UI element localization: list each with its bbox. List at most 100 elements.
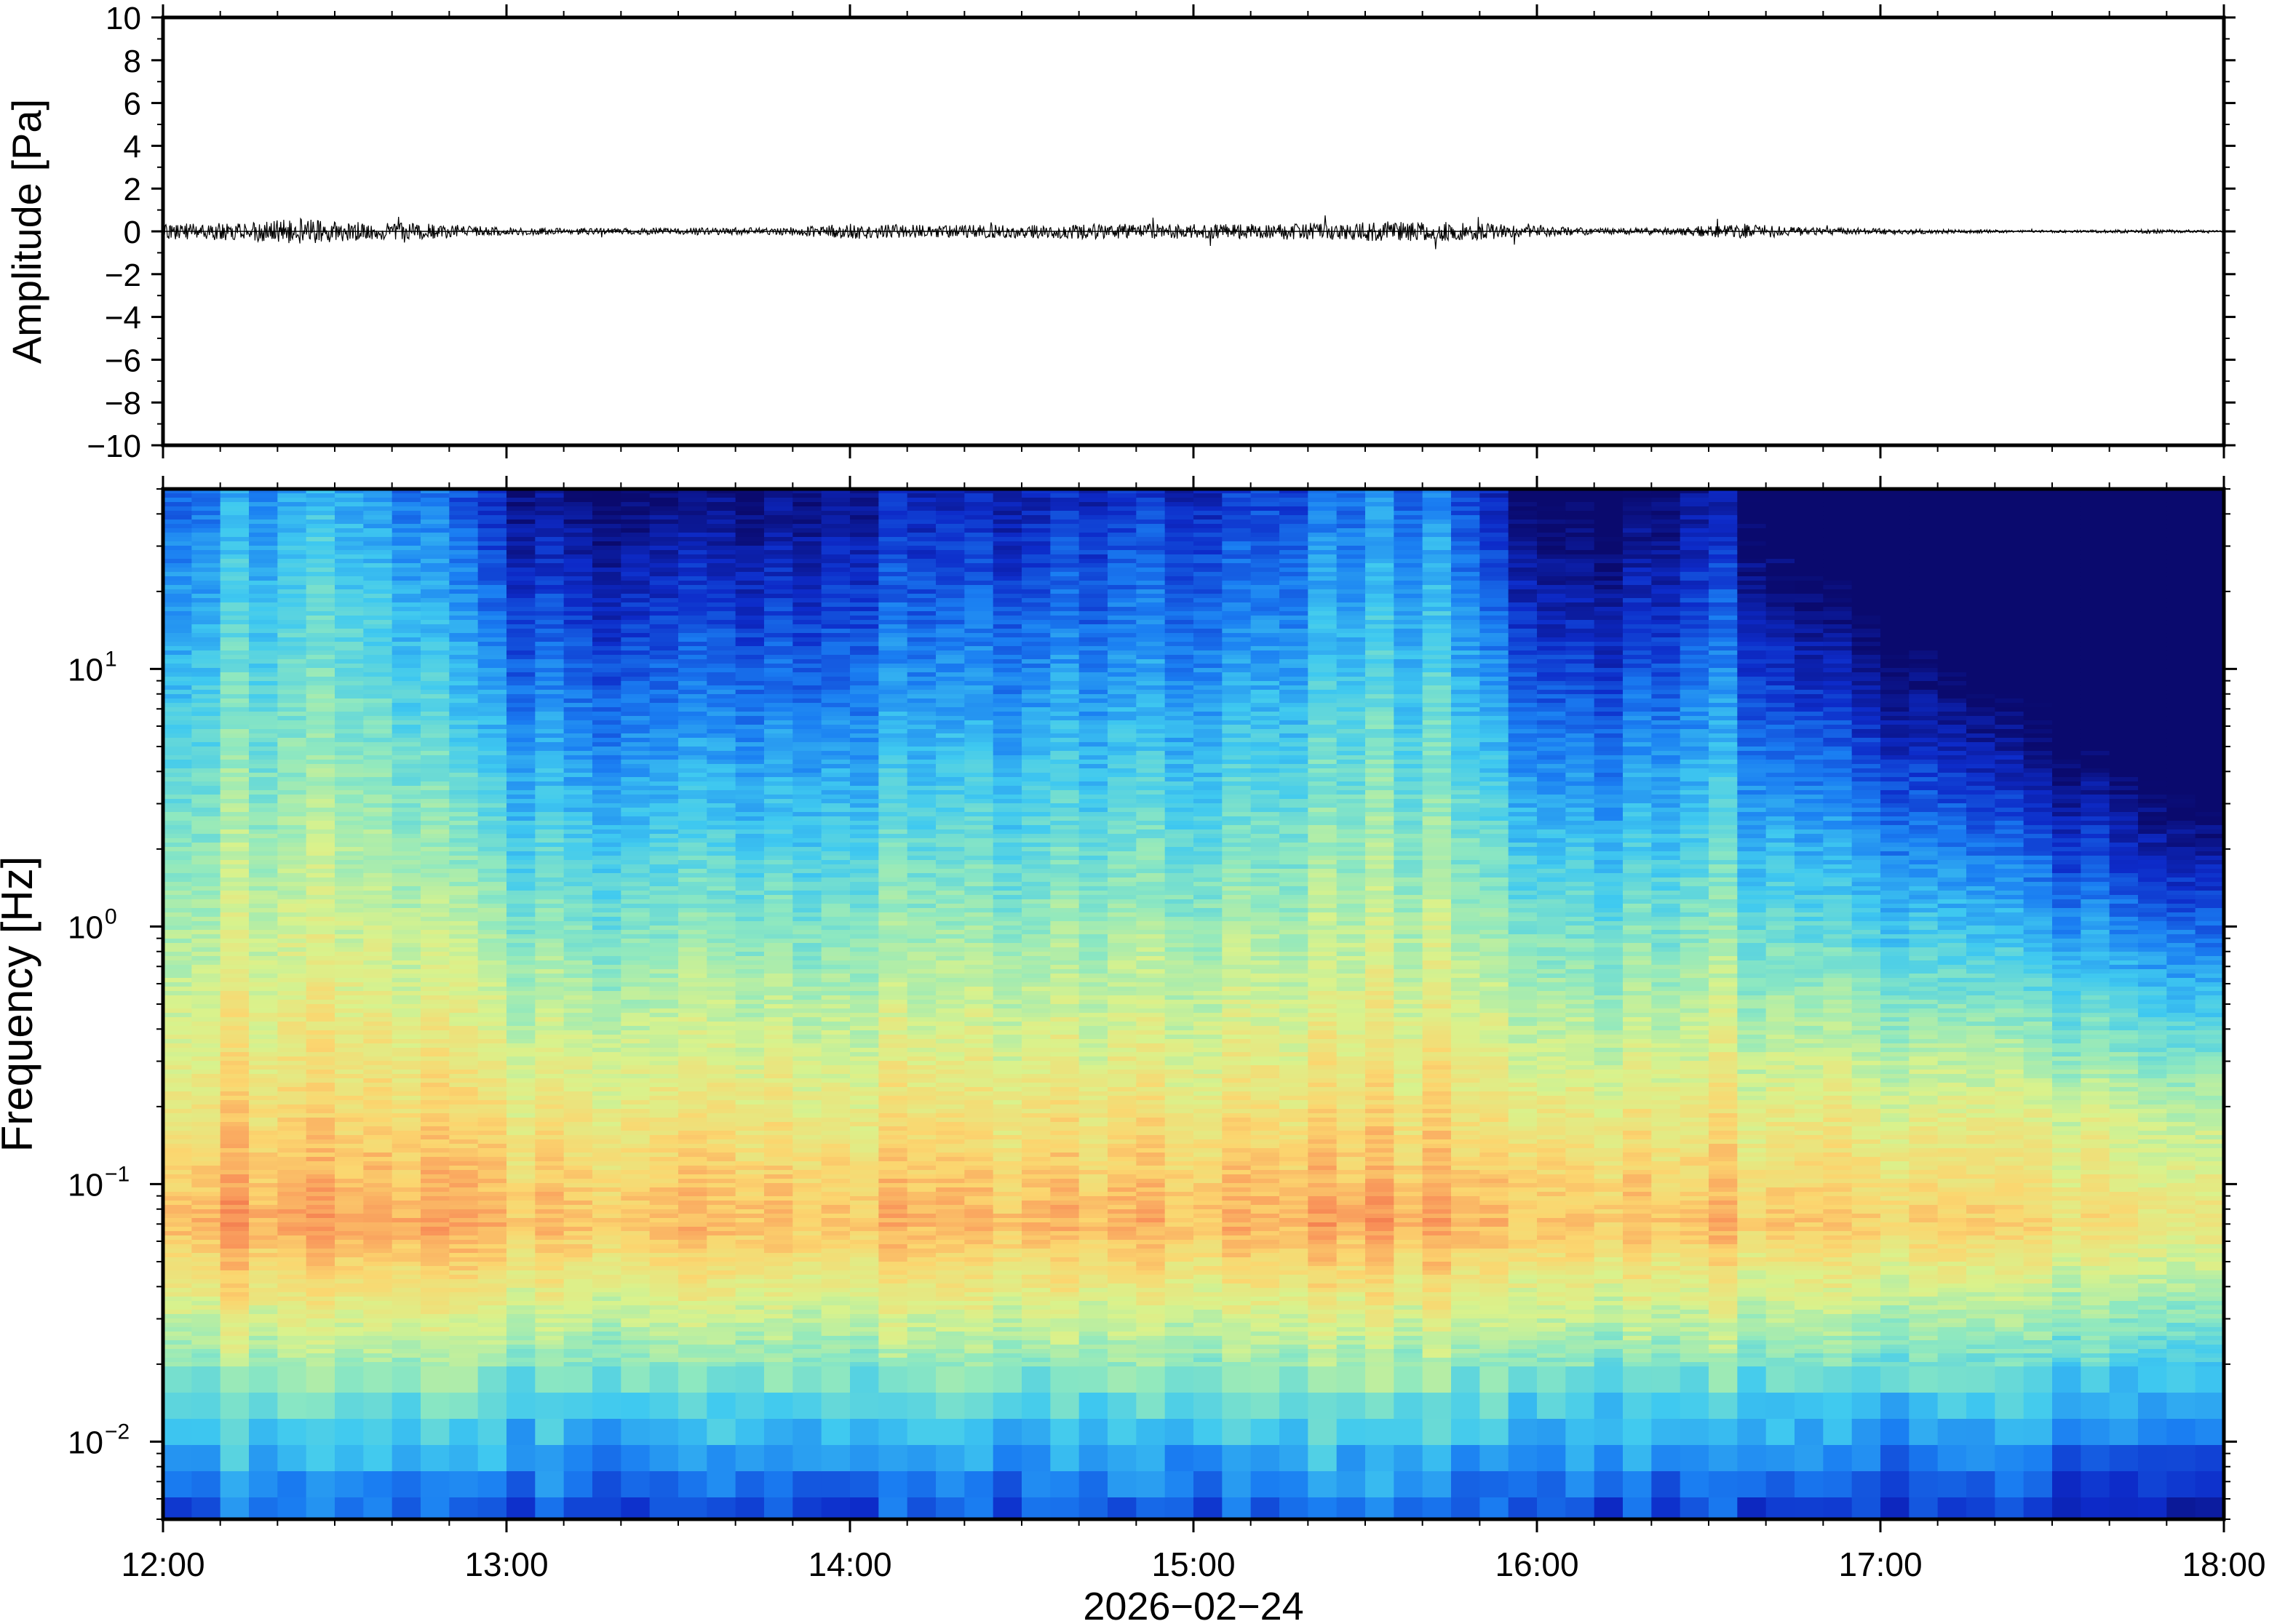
spectrogram-cell [249,1231,278,1236]
spectrogram-cell [707,533,736,538]
spectrogram-cell [735,1174,765,1179]
spectrogram-cell [764,1091,793,1096]
spectrogram-cell [649,712,679,717]
spectrogram-cell [707,520,736,525]
spectrogram-cell [392,773,421,778]
spectrogram-cell [392,546,421,551]
spectrogram-cell [735,1310,765,1315]
spectrogram-cell [421,742,450,747]
spectrogram-cell [421,620,450,625]
spectrogram-cell [163,559,192,564]
spectrogram-cell [392,1353,421,1358]
spectrogram-cell [535,559,565,564]
spectrogram-cell [392,712,421,717]
spectrogram-cell [821,755,851,760]
spectrogram-cell [277,825,307,830]
spectrogram-cell [363,860,393,865]
spectrogram-cell [621,1148,651,1153]
spectrogram-cell [621,799,651,804]
spectrogram-cell [678,725,707,730]
spectrogram-cell [163,978,192,983]
spectrogram-cell [335,1270,364,1275]
spectrogram-cell [249,1249,278,1254]
spectrogram-cell [764,974,793,979]
spectrogram-cell [592,1240,621,1245]
spectrogram-cell [249,978,278,983]
spectrogram-cell [678,786,707,791]
spectrogram-cell [506,773,536,778]
spectrogram-cell [421,1022,450,1027]
spectrogram-cell [163,1148,192,1153]
spectrogram-cell [277,1131,307,1136]
spectrogram-cell [220,1026,250,1031]
spectrogram-cell [421,502,450,507]
spectrogram-cell [306,1013,335,1018]
spectrogram-cell [792,926,822,931]
spectrogram-cell [678,493,707,498]
spectrogram-cell [249,851,278,856]
spectrogram-cell [191,856,221,861]
spectrogram-cell [191,847,221,852]
spectrogram-cell [335,790,364,795]
spectrogram-cell [764,1445,793,1472]
spectrogram-cell [735,1279,765,1284]
spectrogram-cell [421,786,450,791]
spectrogram-cell [735,869,765,874]
spectrogram-cell [163,1227,192,1232]
spectrogram-cell [563,1104,593,1110]
spectrogram-cell [535,956,565,961]
spectrogram-cell [449,751,479,756]
spectrogram-cell [421,1126,450,1131]
spectrogram-cell [449,607,479,612]
spectrogram-cell [792,716,822,721]
spectrogram-cell [449,991,479,996]
spectrogram-cell [821,716,851,721]
spectrogram-cell [277,1126,307,1131]
spectrogram-cell [449,1056,479,1062]
spectrogram-cell [621,677,651,682]
spectrogram-cell [592,1048,621,1053]
spectrogram-cell [392,1214,421,1219]
spectrogram-cell [363,742,393,747]
spectrogram-cell [649,528,679,533]
spectrogram-cell [649,602,679,608]
spectrogram-cell [535,1148,565,1153]
spectrogram-cell [249,1187,278,1193]
waveform-frame [161,15,2226,447]
spectrogram-cell [535,1231,565,1236]
spectrogram-cell [392,1109,421,1114]
spectrogram-cell [220,974,250,979]
spectrogram-cell [306,568,335,573]
spectrogram-cell [821,781,851,787]
spectrogram-cell [678,1030,707,1035]
spectrogram-cell [163,607,192,612]
spectrogram-cell [191,1039,221,1044]
spectrogram-cell [735,1419,765,1446]
spectrogram-cell [678,498,707,503]
spectrogram-cell [220,1174,250,1179]
spectrogram-cell [421,585,450,590]
spectrogram-cell [306,1135,335,1140]
spectrogram-cell [477,808,507,813]
spectrogram-cell [707,1257,736,1262]
spectrogram-cell [506,716,536,721]
spectrogram-cell [306,1048,335,1053]
spectrogram-cell [735,1039,765,1044]
spectrogram-cell [506,554,536,560]
spectrogram-cell [392,1253,421,1258]
spectrogram-cell [392,1393,421,1420]
spectrogram-cell [249,1170,278,1175]
spectrogram-cell [220,829,250,835]
spectrogram-cell [163,1104,192,1110]
spectrogram-cell [449,1270,479,1275]
spectrogram-cell [707,1279,736,1284]
spectrogram-cell [335,1161,364,1166]
spectrogram-cell [735,908,765,913]
spectrogram-cell [821,594,851,599]
spectrogram-cell [506,1179,536,1184]
spectrogram-cell [649,1118,679,1123]
spectrogram-cell [277,851,307,856]
spectrogram-cell [335,1209,364,1214]
spectrogram-cell [563,1074,593,1079]
spectrogram-cell [477,1353,507,1358]
